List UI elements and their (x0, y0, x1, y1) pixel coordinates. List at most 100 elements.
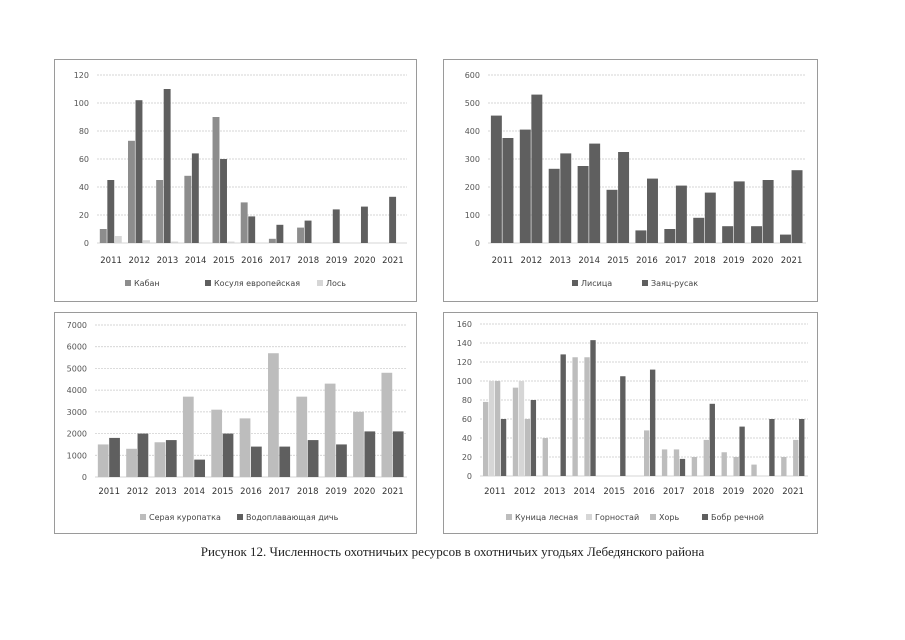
y-tick-label: 4000 (67, 386, 87, 395)
x-tick-label: 2013 (157, 256, 179, 266)
bar-бобр-речной-2017 (679, 458, 686, 476)
x-tick-label: 2014 (183, 487, 205, 497)
x-tick-label: 2020 (354, 256, 376, 266)
legend-label: Куница лесная (515, 513, 578, 522)
bar-водоплавающая-дичь-2015 (222, 433, 234, 477)
y-tick-label: 100 (465, 211, 480, 220)
legend-swatch (650, 514, 656, 520)
legend-label: Косуля европейская (214, 279, 300, 288)
bar-косуля-европейская-2017 (276, 224, 284, 243)
bar-куница-лесная-2014 (572, 357, 578, 476)
x-tick-label: 2018 (694, 256, 716, 266)
y-tick-label: 160 (457, 320, 472, 329)
x-tick-label: 2019 (325, 487, 347, 497)
x-tick-label: 2018 (298, 256, 320, 266)
x-tick-label: 2018 (693, 487, 715, 497)
bar-серая-куропатка-2012 (126, 448, 137, 477)
bar-бобр-речной-2012 (530, 400, 537, 476)
bar-бобр-речной-2013 (560, 354, 566, 476)
bar-заяц-русак-2013 (560, 153, 572, 243)
chart-fox-hare: 0 100 200 300 400 500 600 2011 2012 2013 2014 2015 2… (465, 71, 806, 288)
bar-водоплавающая-дичь-2021 (392, 431, 404, 477)
bar-водоплавающая-дичь-2020 (364, 431, 376, 477)
chart-panel-ungulates: 0 20 40 60 80 100 120 2011 2012 2013 2014 2015 2016 2… (54, 59, 417, 302)
x-tick-label: 2021 (382, 256, 404, 266)
legend-swatch (702, 514, 708, 520)
bar-хорь-2017 (673, 449, 680, 476)
x-tick-label: 2015 (213, 256, 235, 266)
bar-косуля-европейская-2011 (107, 180, 115, 243)
chart-panel-fox-hare: 0 100 200 300 400 500 600 2011 2012 2013 2014 2015 2… (443, 59, 818, 302)
bar-лисица-2017 (664, 229, 676, 243)
y-tick-label: 400 (465, 127, 480, 136)
x-tick-label: 2017 (665, 256, 687, 266)
y-tick-label: 20 (462, 453, 472, 462)
bar-бобр-речной-2011 (500, 419, 507, 476)
bar-бобр-речной-2019 (739, 426, 745, 476)
x-tick-label: 2020 (752, 487, 774, 497)
y-tick-label: 500 (465, 99, 480, 108)
bar-лисица-2018 (693, 217, 705, 243)
y-tick-label: 100 (457, 377, 472, 386)
bar-серая-куропатка-2020 (353, 411, 364, 477)
x-tick-label: 2019 (326, 256, 348, 266)
x-tick-label: 2014 (185, 256, 207, 266)
bar-куница-лесная-2020 (751, 464, 757, 476)
y-tick-label: 20 (79, 211, 89, 220)
y-tick-label: 40 (462, 434, 472, 443)
bar-косуля-европейская-2016 (248, 216, 256, 243)
y-tick-label: 200 (465, 183, 480, 192)
bar-заяц-русак-2021 (791, 170, 803, 243)
bar-кабан-2011 (99, 229, 107, 243)
bar-водоплавающая-дичь-2016 (251, 446, 262, 477)
bar-серая-куропатка-2019 (324, 383, 336, 477)
y-tick-label: 2000 (67, 430, 87, 439)
x-tick-label: 2014 (578, 256, 600, 266)
bar-лось-2013 (171, 241, 179, 243)
bar-кабан-2013 (156, 180, 164, 243)
bar-водоплавающая-дичь-2018 (307, 440, 319, 477)
bar-водоплавающая-дичь-2012 (137, 433, 149, 477)
x-tick-label: 2012 (128, 256, 150, 266)
bar-куница-лесная-2021 (781, 457, 787, 476)
y-tick-label: 80 (79, 127, 89, 136)
bar-куница-лесная-2019 (721, 452, 727, 476)
bar-серая-куропатка-2021 (381, 372, 393, 477)
y-tick-label: 0 (475, 239, 480, 248)
x-tick-label: 2015 (607, 256, 629, 266)
chart-furbearers: 0 20 40 60 80 100 120 140 160 2011 2012 2013 2014 201… (457, 320, 808, 522)
legend-swatch (317, 280, 323, 286)
x-tick-label: 2017 (269, 487, 291, 497)
x-tick-label: 2020 (752, 256, 774, 266)
x-tick-label: 2016 (241, 256, 263, 266)
y-tick-label: 140 (457, 339, 472, 348)
bar-водоплавающая-дичь-2017 (279, 446, 291, 477)
x-tick-label: 2019 (723, 487, 745, 497)
bar-заяц-русак-2011 (502, 138, 514, 243)
x-tick-label: 2011 (492, 256, 514, 266)
legend-swatch (140, 514, 146, 520)
legend-swatch (586, 514, 592, 520)
y-tick-label: 5000 (67, 364, 87, 373)
x-tick-label: 2021 (382, 487, 404, 497)
chart-panel-furbearers: 0 20 40 60 80 100 120 140 160 2011 2012 2013 2014 201… (443, 312, 818, 534)
legend-label: Лось (326, 279, 346, 288)
x-tick-label: 2016 (636, 256, 658, 266)
bar-водоплавающая-дичь-2019 (336, 444, 347, 477)
bar-лось-2012 (143, 240, 150, 243)
chart-birds: 0 1000 2000 3000 4000 5000 6000 7000 2011 2012 201… (67, 321, 407, 522)
bar-водоплавающая-дичь-2013 (165, 440, 177, 477)
legend-label: Лисица (581, 279, 612, 288)
legend-swatch (125, 280, 131, 286)
bar-хорь-2018 (703, 439, 709, 476)
bar-кабан-2018 (297, 227, 305, 243)
legend-swatch (237, 514, 243, 520)
bar-водоплавающая-дичь-2011 (109, 437, 120, 477)
bar-заяц-русак-2018 (704, 192, 716, 243)
bar-серая-куропатка-2013 (154, 442, 166, 477)
bar-серая-куропатка-2015 (211, 409, 223, 477)
bar-лисица-2013 (548, 168, 560, 243)
bar-кабан-2012 (128, 140, 135, 243)
legend-swatch (642, 280, 648, 286)
bar-косуля-европейская-2013 (163, 89, 171, 243)
